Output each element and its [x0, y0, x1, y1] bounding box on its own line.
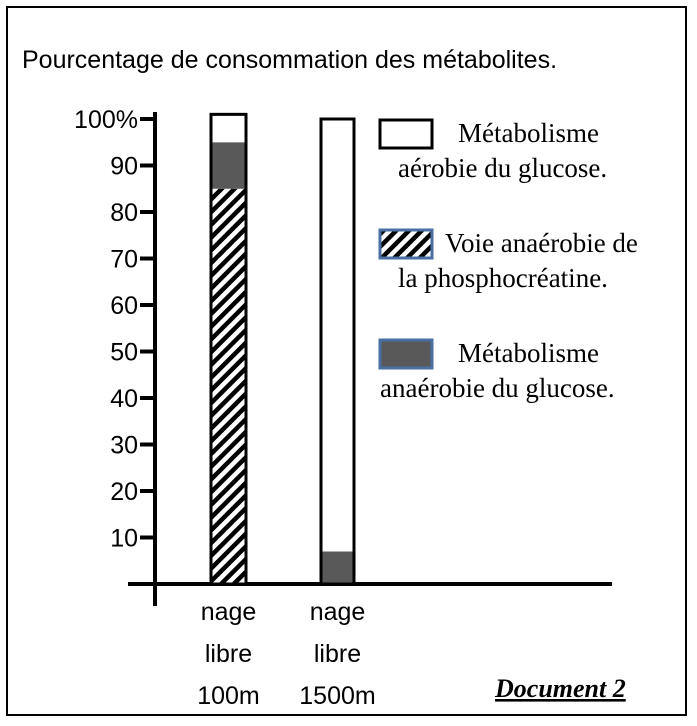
- legend-swatch: [378, 228, 434, 260]
- x-tick-label: nage: [310, 598, 366, 626]
- legend-swatch: [378, 118, 434, 150]
- legend-label: aérobie du glucose.: [398, 153, 607, 183]
- bar-segment: [321, 119, 354, 552]
- bar-outline: [319, 117, 356, 586]
- y-tick-label: 20: [110, 478, 138, 506]
- y-tick-label: 90: [110, 153, 138, 181]
- legend-label: anaérobie du glucose.: [380, 373, 615, 403]
- x-tick-label: libre: [205, 640, 252, 668]
- legend-label: Voie anaérobie de: [445, 228, 638, 258]
- chart-title: Pourcentage de consommation des métaboli…: [22, 46, 557, 74]
- legend-label: Métabolisme: [458, 118, 599, 148]
- bar-segment: [321, 551, 354, 584]
- y-tick-label: 40: [110, 385, 138, 413]
- x-tick-label: 1500m: [299, 682, 375, 710]
- bar-segment: [211, 114, 246, 143]
- y-tick-label: 70: [110, 246, 138, 274]
- x-tick-label: nage: [201, 598, 257, 626]
- legend-swatch: [378, 338, 434, 370]
- y-tick-label: 30: [110, 432, 138, 460]
- bar-segment: [211, 188, 246, 584]
- x-tick-label: 100m: [197, 682, 260, 710]
- x-tick-label: libre: [314, 640, 361, 668]
- y-tick-label: 80: [110, 199, 138, 227]
- y-tick-label: 50: [110, 339, 138, 367]
- y-tick-label: 10: [110, 525, 138, 553]
- legend-label: la phosphocréatine.: [398, 263, 608, 293]
- bar-segment: [211, 142, 246, 189]
- bar-outline: [209, 112, 248, 586]
- y-tick-label: 60: [110, 292, 138, 320]
- legend-label: Métabolisme: [458, 338, 599, 368]
- y-tick-label: 100%: [74, 106, 138, 134]
- document-label: Document 2: [494, 674, 626, 703]
